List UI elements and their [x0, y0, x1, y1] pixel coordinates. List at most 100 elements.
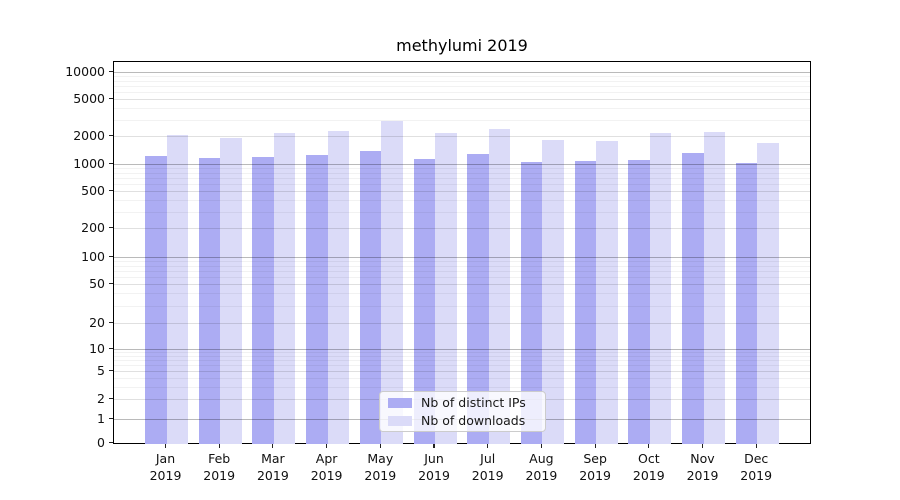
minor-gridline — [114, 261, 810, 263]
major-gridline — [114, 72, 810, 73]
minor-gridline — [114, 183, 810, 185]
x-tick-label: Jul 2019 — [471, 451, 504, 483]
x-tick-label: Mar 2019 — [256, 451, 289, 483]
y-tick-mark — [109, 134, 113, 136]
y-tick-label: 50 — [89, 275, 105, 291]
y-tick-mark — [109, 321, 113, 323]
y-tick-mark — [109, 417, 113, 419]
x-tick-mark — [164, 444, 167, 448]
x-tick-mark — [379, 444, 381, 448]
x-tick-label: Apr 2019 — [310, 451, 343, 483]
legend-item: Nb of downloads — [388, 413, 539, 429]
minor-gridline — [114, 177, 810, 179]
bar-downloads-jul — [488, 128, 511, 444]
minor-gridline — [114, 377, 810, 379]
minor-gridline — [114, 305, 810, 307]
y-tick-label: 1000 — [73, 155, 105, 171]
bars-layer — [114, 62, 810, 444]
y-tick-mark — [109, 70, 113, 72]
bar-distinct-ips-apr — [306, 154, 328, 444]
plot-area: Nb of distinct IPs Nb of downloads — [113, 61, 811, 444]
x-tick-label: Jan 2019 — [149, 451, 182, 483]
bar-downloads-oct — [649, 132, 672, 444]
x-tick-mark — [755, 444, 757, 448]
y-tick-label: 2 — [97, 390, 105, 406]
x-tick-mark — [433, 444, 435, 448]
major-gridline — [114, 323, 810, 324]
major-gridline — [114, 191, 810, 192]
x-tick-mark — [594, 444, 596, 448]
minor-gridline — [114, 386, 810, 388]
x-tick-label: Oct 2019 — [632, 451, 665, 483]
minor-gridline — [114, 200, 810, 201]
x-tick-mark — [540, 444, 542, 448]
bar-distinct-ips-aug — [520, 162, 543, 444]
bar-downloads-feb — [220, 138, 242, 444]
y-tick-mark — [109, 441, 113, 443]
minor-gridline — [114, 265, 810, 267]
y-tick-label: 10 — [89, 340, 105, 356]
minor-gridline — [114, 168, 810, 170]
bar-downloads-may — [381, 120, 403, 444]
x-tick-mark — [648, 444, 650, 448]
major-gridline — [114, 371, 810, 372]
minor-gridline — [114, 172, 810, 174]
y-tick-label: 20 — [89, 314, 105, 330]
bar-distinct-ips-mar — [252, 156, 274, 444]
y-tick-mark — [109, 282, 113, 284]
minor-gridline — [114, 276, 810, 278]
y-tick-label: 200 — [81, 219, 105, 235]
bar-distinct-ips-jan — [145, 155, 167, 444]
x-tick-mark — [272, 444, 274, 448]
x-tick-label: Nov 2019 — [686, 451, 719, 483]
minor-gridline — [114, 365, 810, 367]
x-tick-label: May 2019 — [364, 451, 397, 483]
y-tick-mark — [109, 189, 113, 191]
x-tick-mark — [326, 444, 328, 448]
y-tick-label: 1 — [97, 410, 105, 426]
x-tick-mark — [218, 444, 220, 448]
x-tick-label: Dec 2019 — [740, 451, 773, 483]
bar-downloads-nov — [703, 131, 725, 444]
minor-gridline — [114, 211, 810, 213]
grid-layer — [114, 62, 810, 443]
x-tick-label: Feb 2019 — [203, 451, 236, 483]
y-tick-mark — [109, 97, 113, 99]
minor-gridline — [114, 108, 810, 109]
x-tick-label: Jun 2019 — [418, 451, 450, 483]
minor-gridline — [114, 91, 810, 93]
major-gridline — [114, 228, 810, 229]
bar-distinct-ips-jun — [413, 159, 435, 444]
bar-downloads-sep — [596, 141, 618, 444]
y-tick-mark — [109, 226, 113, 228]
x-tick-mark — [487, 444, 489, 448]
chart-title: methylumi 2019 — [396, 36, 528, 55]
major-gridline — [114, 99, 810, 100]
major-gridline — [114, 164, 810, 165]
y-tick-mark — [109, 347, 113, 349]
major-gridline — [114, 257, 810, 258]
y-tick-label: 500 — [81, 182, 105, 198]
x-axis: Jan 2019 Feb 2019 Mar 2019 Apr 2019 May 2019… — [113, 444, 811, 500]
y-tick-mark — [109, 162, 113, 164]
minor-gridline — [114, 270, 810, 272]
minor-gridline — [114, 352, 810, 354]
y-tick-mark — [109, 255, 113, 257]
bar-distinct-ips-jul — [467, 154, 489, 444]
legend: Nb of distinct IPs Nb of downloads — [379, 391, 546, 432]
legend-swatch — [388, 415, 412, 426]
minor-gridline — [114, 293, 810, 295]
y-tick-label: 5000 — [73, 90, 105, 106]
bar-downloads-apr — [327, 130, 350, 444]
y-tick-mark — [109, 397, 113, 399]
y-tick-label: 10000 — [65, 63, 105, 79]
y-tick-mark — [109, 369, 113, 371]
minor-gridline — [114, 356, 810, 358]
bar-distinct-ips-nov — [682, 152, 704, 444]
bar-downloads-aug — [542, 140, 564, 444]
y-tick-label: 2000 — [73, 127, 105, 143]
legend-label: Nb of distinct IPs — [421, 394, 526, 410]
bar-downloads-jun — [435, 132, 457, 444]
y-tick-label: 0 — [97, 434, 105, 450]
